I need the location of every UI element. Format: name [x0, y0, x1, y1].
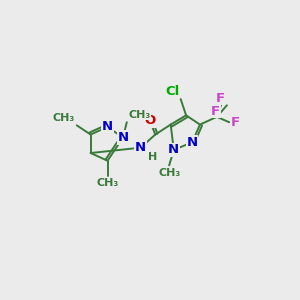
- Text: Cl: Cl: [165, 85, 179, 98]
- Text: CH₃: CH₃: [96, 178, 119, 188]
- Text: N: N: [168, 143, 179, 157]
- Text: N: N: [135, 141, 146, 154]
- Text: CH₃: CH₃: [128, 110, 151, 120]
- Text: O: O: [144, 114, 155, 127]
- Text: CH₃: CH₃: [158, 168, 180, 178]
- Text: N: N: [102, 120, 113, 134]
- Text: N: N: [117, 131, 128, 144]
- Text: N: N: [187, 136, 198, 149]
- Text: F: F: [211, 104, 220, 118]
- Text: H: H: [148, 152, 157, 161]
- Text: F: F: [231, 116, 240, 129]
- Text: CH₃: CH₃: [53, 113, 75, 123]
- Text: F: F: [216, 92, 225, 104]
